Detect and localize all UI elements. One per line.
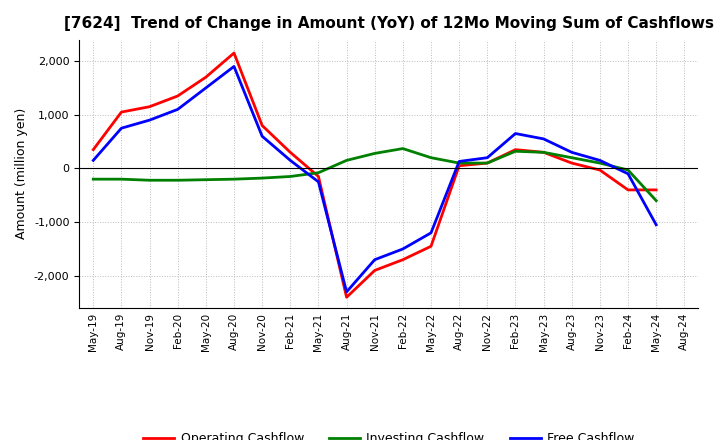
Investing Cashflow	[89, 176, 98, 182]
Operating Cashflow	[652, 187, 660, 193]
Investing Cashflow	[483, 161, 492, 166]
Free Cashflow	[427, 230, 436, 235]
Investing Cashflow	[427, 155, 436, 160]
Free Cashflow	[89, 158, 98, 163]
Operating Cashflow	[624, 187, 632, 193]
Investing Cashflow	[342, 158, 351, 163]
Free Cashflow	[483, 155, 492, 160]
Operating Cashflow	[258, 123, 266, 128]
Free Cashflow	[145, 117, 154, 123]
Operating Cashflow	[286, 150, 294, 155]
Title: [7624]  Trend of Change in Amount (YoY) of 12Mo Moving Sum of Cashflows: [7624] Trend of Change in Amount (YoY) o…	[64, 16, 714, 32]
Investing Cashflow	[595, 161, 604, 166]
Investing Cashflow	[624, 167, 632, 172]
Operating Cashflow	[342, 295, 351, 300]
Operating Cashflow	[370, 268, 379, 273]
Operating Cashflow	[511, 147, 520, 152]
Line: Free Cashflow: Free Cashflow	[94, 66, 656, 292]
Operating Cashflow	[89, 147, 98, 152]
Free Cashflow	[117, 125, 126, 131]
Operating Cashflow	[427, 244, 436, 249]
Operating Cashflow	[174, 93, 182, 99]
Free Cashflow	[230, 64, 238, 69]
Operating Cashflow	[483, 161, 492, 166]
Investing Cashflow	[511, 149, 520, 154]
Free Cashflow	[202, 85, 210, 91]
Investing Cashflow	[652, 198, 660, 203]
Free Cashflow	[314, 179, 323, 184]
Free Cashflow	[370, 257, 379, 262]
Investing Cashflow	[567, 155, 576, 160]
Free Cashflow	[286, 158, 294, 163]
Free Cashflow	[567, 150, 576, 155]
Free Cashflow	[399, 246, 408, 252]
Investing Cashflow	[258, 176, 266, 181]
Line: Investing Cashflow: Investing Cashflow	[94, 149, 656, 201]
Investing Cashflow	[174, 178, 182, 183]
Operating Cashflow	[567, 161, 576, 166]
Operating Cashflow	[202, 74, 210, 80]
Free Cashflow	[595, 158, 604, 163]
Free Cashflow	[511, 131, 520, 136]
Legend: Operating Cashflow, Investing Cashflow, Free Cashflow: Operating Cashflow, Investing Cashflow, …	[138, 427, 639, 440]
Operating Cashflow	[539, 150, 548, 155]
Operating Cashflow	[595, 167, 604, 172]
Operating Cashflow	[399, 257, 408, 262]
Y-axis label: Amount (million yen): Amount (million yen)	[15, 108, 28, 239]
Investing Cashflow	[286, 174, 294, 179]
Free Cashflow	[258, 134, 266, 139]
Investing Cashflow	[399, 146, 408, 151]
Investing Cashflow	[539, 150, 548, 155]
Operating Cashflow	[455, 163, 464, 169]
Operating Cashflow	[314, 174, 323, 179]
Investing Cashflow	[202, 177, 210, 182]
Line: Operating Cashflow: Operating Cashflow	[94, 53, 656, 297]
Operating Cashflow	[117, 110, 126, 115]
Investing Cashflow	[370, 151, 379, 156]
Investing Cashflow	[455, 161, 464, 166]
Operating Cashflow	[145, 104, 154, 109]
Operating Cashflow	[230, 50, 238, 55]
Free Cashflow	[652, 222, 660, 227]
Free Cashflow	[455, 159, 464, 164]
Free Cashflow	[539, 136, 548, 142]
Free Cashflow	[342, 289, 351, 294]
Investing Cashflow	[314, 170, 323, 176]
Investing Cashflow	[230, 176, 238, 182]
Free Cashflow	[624, 171, 632, 176]
Free Cashflow	[174, 107, 182, 112]
Investing Cashflow	[145, 178, 154, 183]
Investing Cashflow	[117, 176, 126, 182]
